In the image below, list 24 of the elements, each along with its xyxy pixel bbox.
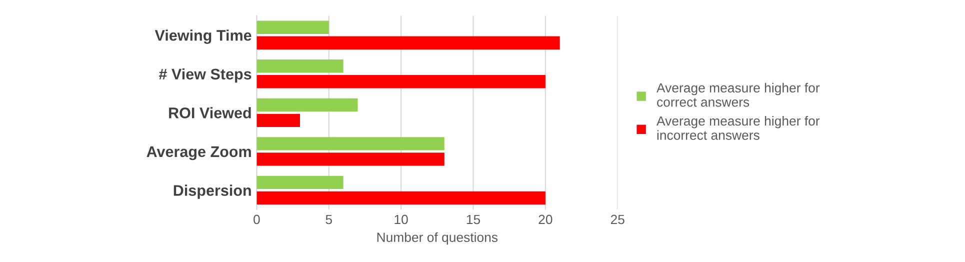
y-tick-label: ROI Viewed	[169, 107, 251, 118]
bar	[256, 114, 300, 128]
y-tick-label: Dispersion	[174, 184, 251, 199]
x-tick-label: 20	[538, 214, 552, 224]
legend-label: Average measure higher for incorrect answers	[656, 116, 820, 140]
bar	[256, 191, 546, 205]
bar	[256, 36, 560, 50]
bar	[256, 98, 358, 112]
bar	[256, 152, 444, 166]
bar	[256, 137, 444, 150]
y-tick-label: Viewing Time	[154, 30, 252, 44]
bar	[256, 176, 344, 190]
y-tick-label: Average Zoom	[146, 146, 251, 160]
x-tick-label: 5	[326, 214, 332, 224]
x-tick-label: 0	[254, 214, 260, 224]
x-tick-label: 25	[610, 214, 624, 224]
x-axis-title: Number of questions	[377, 232, 498, 245]
y-tick-label: # View Steps	[158, 68, 252, 83]
legend-label: Average measure higher for correct answers	[656, 82, 820, 107]
bar	[256, 20, 329, 34]
bar	[256, 60, 344, 73]
x-tick-label: 15	[466, 214, 480, 224]
x-tick-label: 10	[394, 214, 408, 224]
bar	[256, 75, 546, 88]
